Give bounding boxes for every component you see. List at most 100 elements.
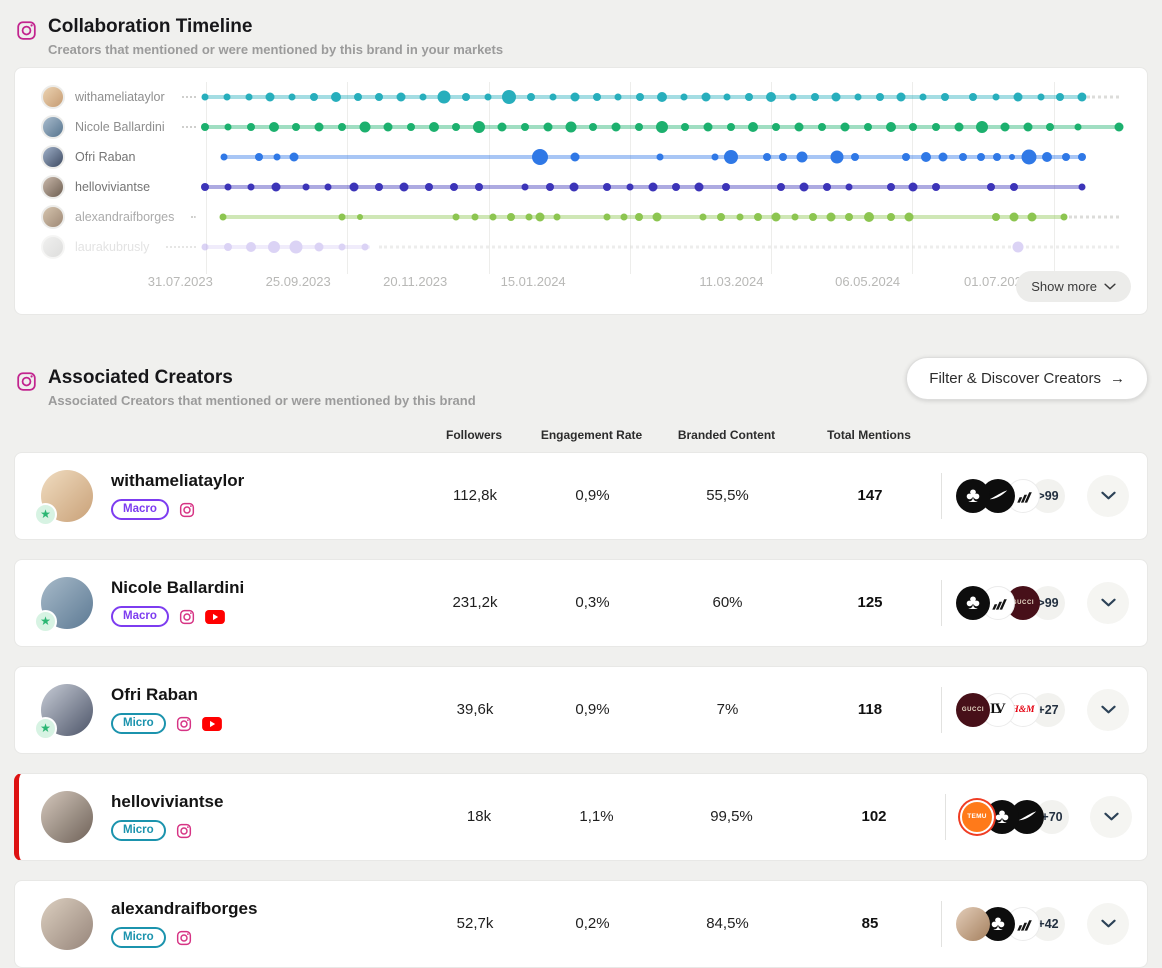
- timeline-dot: [875, 92, 884, 101]
- timeline-dot: [357, 213, 364, 220]
- creator-name[interactable]: Nicole Ballardini: [111, 577, 245, 597]
- timeline-dot: [699, 213, 707, 221]
- timeline-dot: [473, 120, 486, 133]
- engagement-rate-value: 0,9%: [575, 701, 610, 719]
- timeline-dot: [549, 93, 557, 101]
- timeline-dot: [1012, 241, 1024, 253]
- brand-logos: ♣ >99: [956, 478, 1086, 513]
- expand-row-button[interactable]: [1090, 795, 1132, 838]
- creator-name[interactable]: alexandraifborges: [75, 209, 175, 224]
- timeline-dot: [489, 213, 497, 221]
- creator-name[interactable]: alexandraifborges: [111, 898, 258, 918]
- timeline-dot: [353, 92, 362, 101]
- creator-name[interactable]: Nicole Ballardini: [75, 119, 165, 134]
- total-mentions-value: 85: [861, 915, 879, 933]
- axis-tick-label: 31.07.2023: [147, 273, 213, 289]
- instagram-icon: [176, 716, 192, 732]
- timeline-dot: [840, 122, 850, 132]
- leader-dots: [166, 245, 196, 248]
- timeline-dot: [289, 152, 299, 162]
- avatar-wrap: ★: [34, 469, 93, 526]
- timeline-dot: [201, 122, 209, 131]
- timeline-dot: [484, 93, 492, 101]
- avatar: [41, 114, 65, 139]
- timeline-dot: [680, 122, 689, 131]
- timeline-dot: [1078, 152, 1087, 161]
- timeline-dot: [545, 182, 554, 191]
- creators-subtitle: Associated Creators that mentioned or we…: [48, 392, 476, 408]
- column-header: Branded Content: [677, 427, 776, 442]
- filter-discover-creators-button[interactable]: Filter & Discover Creators →: [906, 356, 1148, 400]
- timeline-track: [205, 202, 1119, 232]
- timeline-dot: [796, 151, 808, 163]
- column-header: Engagement Rate: [540, 427, 643, 442]
- timeline-line: [223, 214, 1065, 219]
- timeline-dot: [831, 92, 841, 102]
- timeline-dot: [314, 242, 324, 252]
- timeline-dot: [497, 122, 507, 132]
- timeline-dot: [626, 183, 634, 191]
- creator-info: alexandraifborges Micro: [111, 899, 257, 949]
- timeline-section-header: Collaboration Timeline Creators that men…: [0, 0, 1162, 57]
- creator-name[interactable]: withameliataylor: [111, 470, 245, 490]
- timeline-dot: [570, 92, 580, 102]
- timeline-dot: [993, 152, 1002, 161]
- timeline-dot: [822, 182, 831, 191]
- timeline-dot: [1046, 122, 1055, 131]
- expand-row-button[interactable]: [1087, 474, 1129, 517]
- axis-tick-label: 20.11.2023: [383, 273, 448, 289]
- timeline-dot: [314, 122, 324, 132]
- instagram-icon: [176, 823, 192, 839]
- creator-name[interactable]: laurakubrusly: [75, 239, 150, 254]
- timeline-dot: [635, 122, 644, 131]
- instagram-icon: [17, 372, 36, 391]
- timeline-dot: [620, 213, 628, 221]
- timeline-row: withameliataylor: [15, 82, 1147, 112]
- creator-info: helloviviantse Micro: [111, 792, 223, 842]
- timeline-dot: [635, 212, 644, 221]
- expand-row-button[interactable]: [1087, 902, 1129, 945]
- timeline-dot: [863, 211, 874, 222]
- branded-content-value: 60%: [712, 594, 743, 612]
- timeline-dot: [502, 89, 517, 104]
- timeline-row-label: helloviviantse: [41, 174, 205, 199]
- leader-dots: [191, 215, 196, 218]
- creator-name[interactable]: withameliataylor: [75, 89, 165, 104]
- expand-row-button[interactable]: [1087, 581, 1129, 624]
- creator-identity: ★ Ofri Raban Micro: [15, 683, 415, 740]
- timeline-dot: [525, 213, 533, 221]
- adidas-originals-logo: ♣: [956, 478, 990, 513]
- creator-name[interactable]: helloviviantse: [75, 179, 151, 194]
- timeline-dot: [1114, 122, 1124, 132]
- avatar-wrap: ★: [34, 683, 93, 740]
- timeline-dot: [1077, 92, 1087, 102]
- timeline-dot: [656, 120, 668, 133]
- creator-name[interactable]: Ofri Raban: [75, 149, 136, 164]
- avatar-wrap: ★: [34, 576, 93, 633]
- timeline-gridlines: [205, 81, 1119, 274]
- timeline-dot: [265, 92, 275, 102]
- engagement-rate-value: 0,3%: [575, 594, 610, 612]
- timeline-dot: [419, 93, 427, 101]
- creator-name[interactable]: Ofri Raban: [111, 684, 198, 704]
- gridline: [629, 81, 631, 274]
- timeline-dot: [765, 91, 776, 102]
- timeline-dot: [975, 120, 988, 133]
- show-more-button[interactable]: Show more: [1016, 270, 1131, 302]
- timeline-dot: [201, 243, 209, 251]
- timeline-dot: [245, 241, 256, 252]
- timeline-dot: [717, 212, 726, 221]
- timeline-dot: [535, 212, 545, 222]
- instagram-icon: [179, 609, 195, 625]
- timeline-track: [201, 172, 1119, 202]
- instagram-icon: [179, 502, 195, 518]
- creator-info: Nicole Ballardini Macro: [111, 578, 244, 628]
- timeline-row-label: laurakubrusly: [41, 234, 205, 259]
- timeline-dot: [776, 182, 785, 191]
- timeline-trail: [378, 245, 1119, 249]
- chevron-down-icon: [1104, 283, 1116, 290]
- timeline-dot: [772, 122, 781, 131]
- creator-name[interactable]: helloviviantse: [111, 791, 224, 811]
- expand-row-button[interactable]: [1087, 688, 1129, 731]
- avatar: [41, 204, 65, 229]
